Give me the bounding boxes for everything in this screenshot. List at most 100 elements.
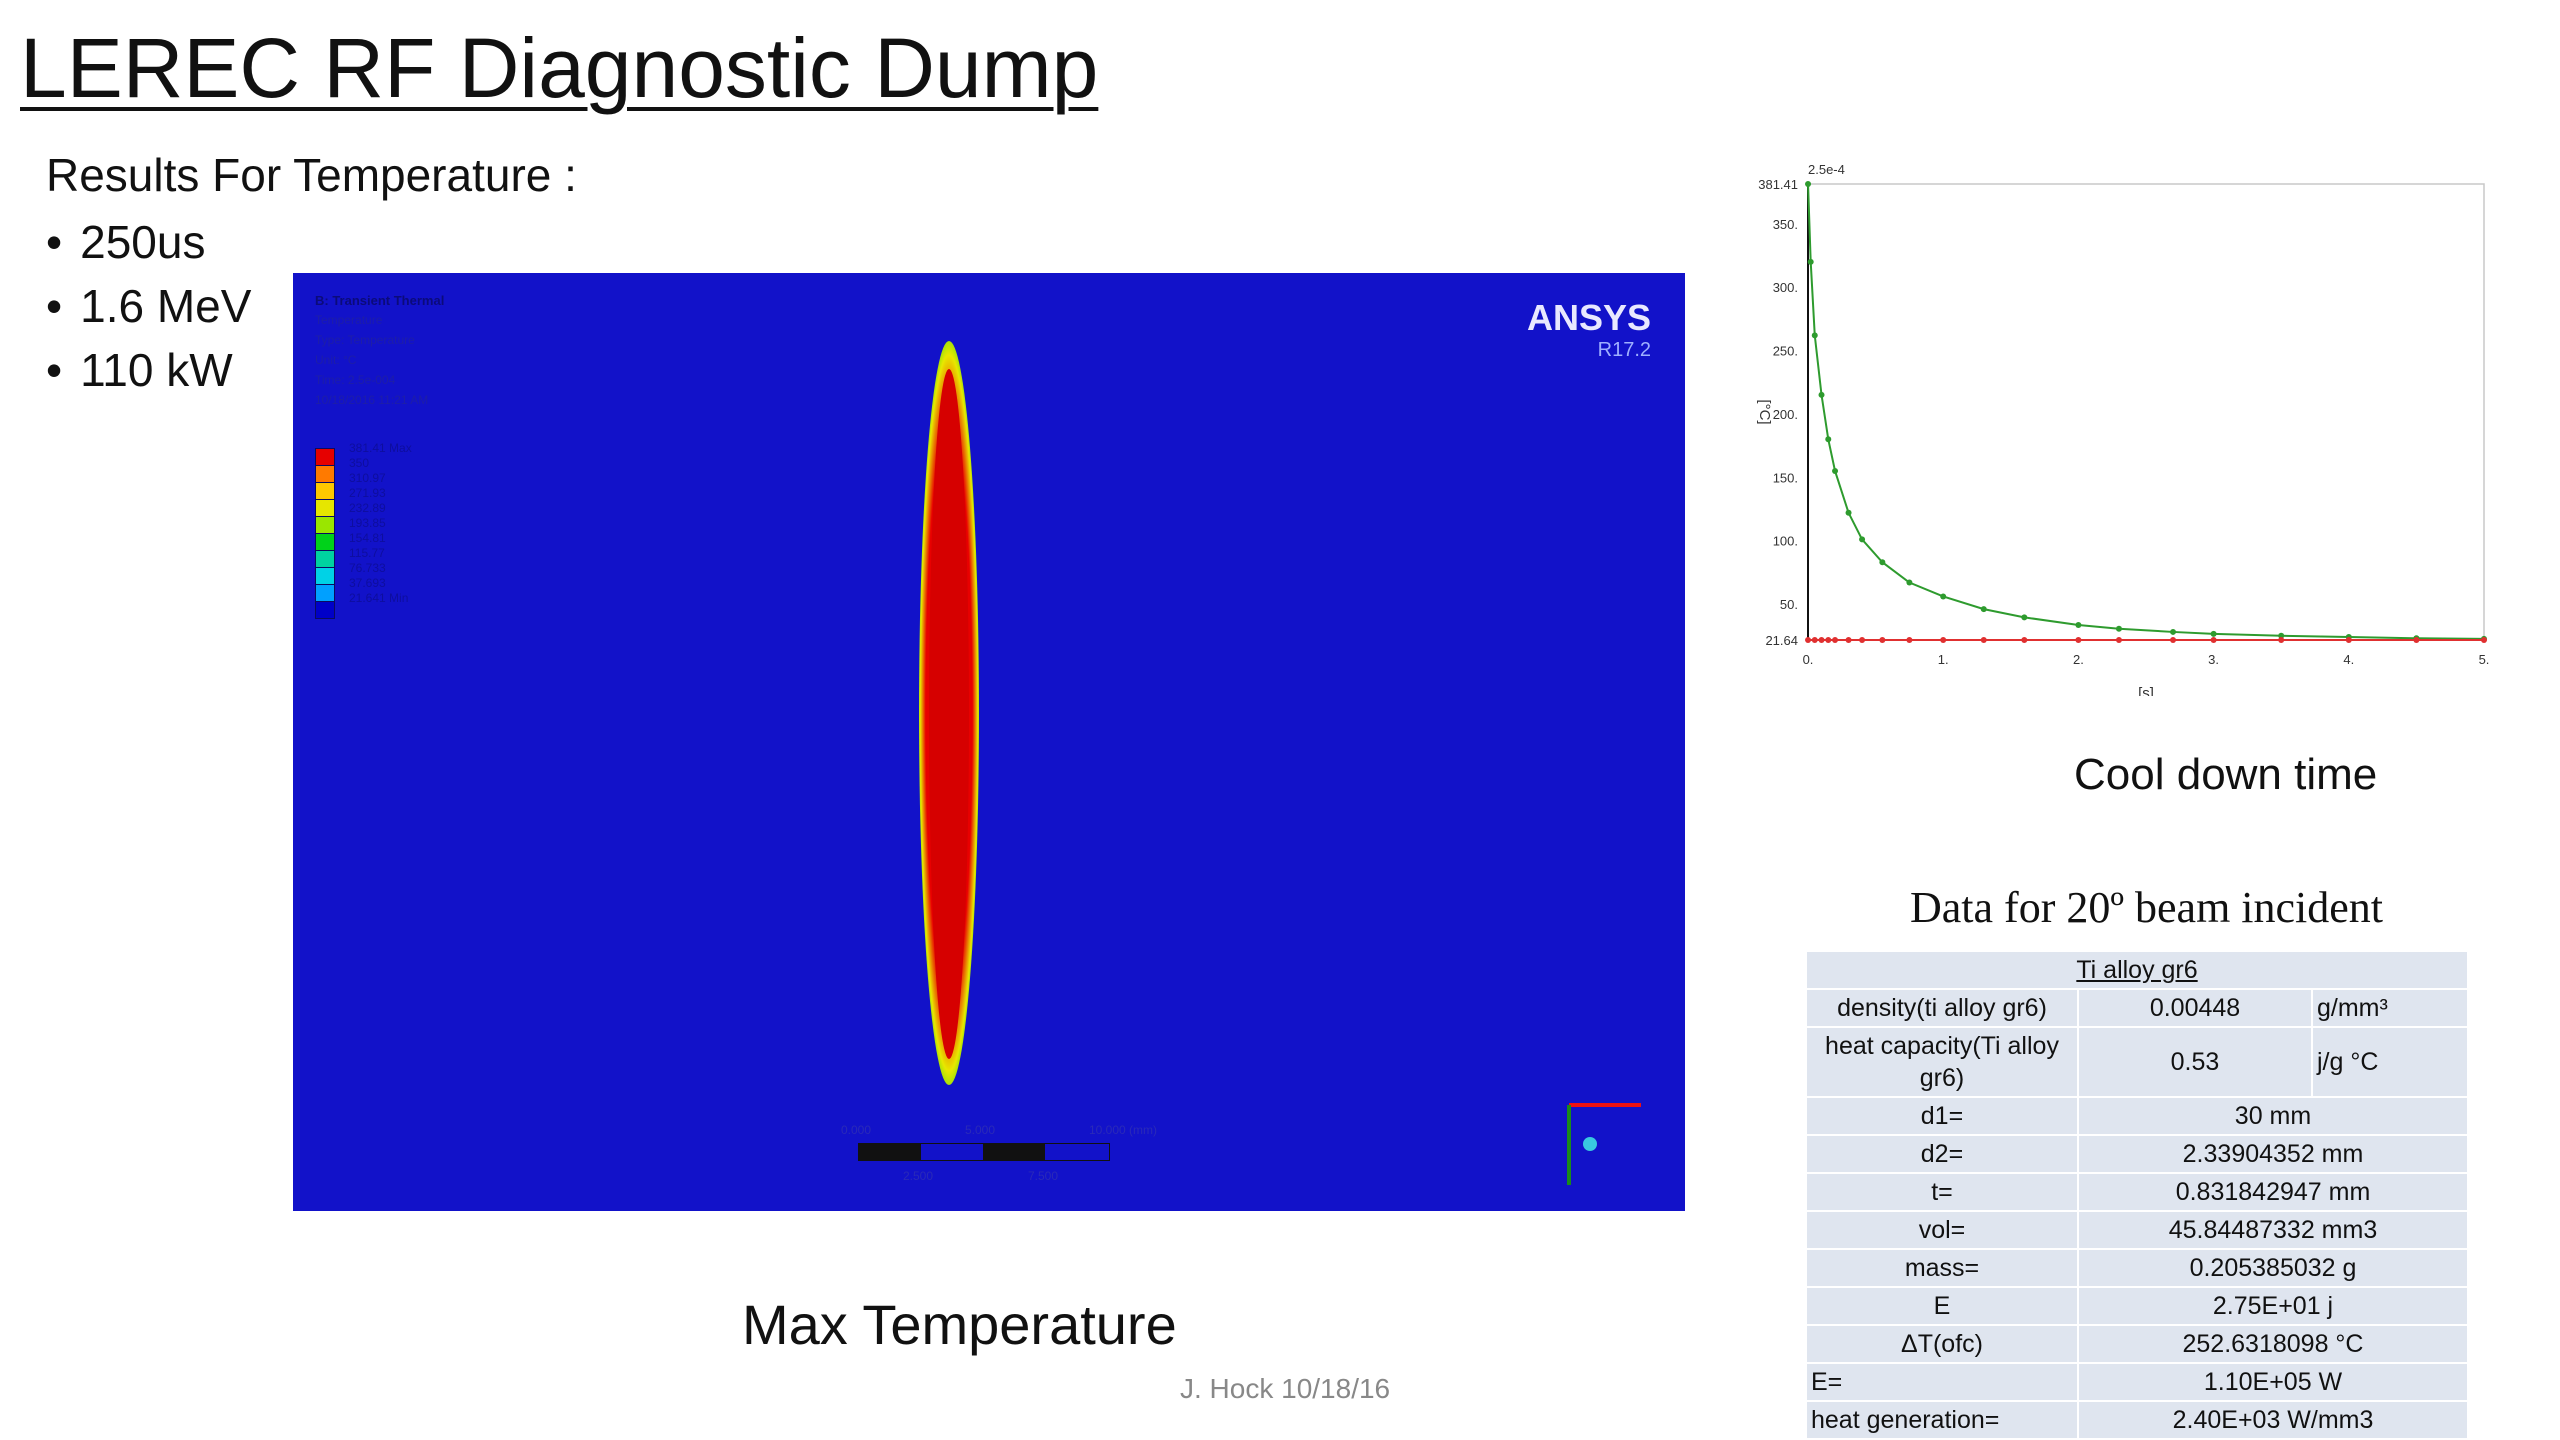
scale-label-1: 5.000 <box>965 1123 996 1137</box>
legend-swatch <box>315 567 335 585</box>
axis-triad-y <box>1567 1105 1571 1185</box>
y-tick-label: 200. <box>1773 407 1798 422</box>
bullet-power: 110 kW <box>46 338 251 402</box>
y-tick-label: 50. <box>1780 597 1798 612</box>
legend-swatch <box>315 465 335 483</box>
row-label: ΔT(ofc) <box>1805 1324 2079 1364</box>
table-row: heat capacity(Ti alloy gr6) 0.53 j/g °C <box>1805 1026 2469 1098</box>
row-label: vol= <box>1805 1210 2079 1250</box>
data-point <box>2021 614 2028 621</box>
row-value: 0.205385032 g <box>2077 1248 2469 1288</box>
data-point <box>1825 436 1832 443</box>
sim-subheader-4: 10/18/2016 11:21 AM <box>315 393 429 407</box>
material-data-table: Ti alloy gr6 density(ti alloy gr6) 0.00448… <box>1805 950 2469 1440</box>
row-unit: g/mm³ <box>2311 988 2469 1028</box>
data-point <box>1825 637 1832 643</box>
sim-subheader-2: Unit: °C <box>315 353 357 367</box>
y-tick-label: 350. <box>1773 217 1798 232</box>
row-label: mass= <box>1805 1248 2079 1288</box>
legend-label: 381.41 Max <box>349 441 412 455</box>
data-point <box>2278 632 2285 639</box>
legend-label: 310.97 <box>349 471 386 485</box>
data-point <box>1811 332 1818 339</box>
legend-swatch <box>315 533 335 551</box>
data-point <box>1811 637 1818 643</box>
data-point <box>2021 637 2028 643</box>
hotspot-core <box>929 369 969 1059</box>
row-label: heat capacity(Ti alloy gr6) <box>1805 1026 2079 1098</box>
results-bullets: 250us 1.6 MeV 110 kW <box>46 210 251 402</box>
row-value: 2.40E+03 W/mm3 <box>2077 1400 2469 1440</box>
row-value: 2.33904352 mm <box>2077 1134 2469 1174</box>
row-label: d1= <box>1805 1096 2079 1136</box>
cooldown-chart: 0. 1. 2. 3. 4. 5. 21.64 50. 100. 150. 200. 250. 300.… <box>1756 162 2490 696</box>
legend-label: 115.77 <box>349 546 385 560</box>
x-tick-label: 4. <box>2343 652 2354 667</box>
x-axis-label: [s] <box>2138 685 2154 696</box>
row-value: 0.831842947 mm <box>2077 1172 2469 1212</box>
y-axis-label: [°C] <box>1756 399 1773 424</box>
data-point <box>1879 559 1886 566</box>
legend-swatch <box>315 499 335 517</box>
data-point <box>1818 391 1825 398</box>
table-row: t= 0.831842947 mm <box>1805 1172 2469 1212</box>
data-point <box>1805 637 1812 643</box>
sim-subheader-1: Type: Temperature <box>315 333 415 347</box>
temperature-simulation: B: Transient Thermal Temperature Type: T… <box>293 273 1685 1211</box>
legend-label: 76.733 <box>349 561 386 575</box>
row-label: E= <box>1805 1362 2079 1402</box>
color-legend <box>315 448 335 619</box>
row-unit: j/g °C <box>2311 1026 2469 1098</box>
author-credit: J. Hock 10/18/16 <box>1180 1373 1391 1404</box>
data-point <box>1906 579 1913 586</box>
data-point <box>1980 606 1987 613</box>
row-value: 0.53 <box>2077 1026 2313 1098</box>
legend-label: 37.693 <box>349 576 386 590</box>
sim-subheader-3: Time: 2.5e-004 <box>315 373 396 387</box>
table-row: E= 1.10E+05 W <box>1805 1362 2469 1402</box>
data-point <box>2413 637 2420 643</box>
axis-triad-x <box>1569 1103 1641 1107</box>
page-title: LEREC RF Diagnostic Dump <box>20 21 1099 115</box>
table-header: Ti alloy gr6 <box>1805 950 2469 990</box>
bullet-duration: 250us <box>46 210 251 274</box>
row-value: 1.10E+05 W <box>2077 1362 2469 1402</box>
table-title: Data for 20º beam incident <box>1910 883 2384 932</box>
legend-label: 21.641 Min <box>349 591 409 605</box>
ansys-version: R17.2 <box>1597 339 1651 361</box>
table-row: ΔT(ofc) 252.6318098 °C <box>1805 1324 2469 1364</box>
scale-bar <box>858 1143 1110 1161</box>
table-header-row: Ti alloy gr6 <box>1805 950 2469 990</box>
x-tick-label: 2. <box>2073 652 2084 667</box>
legend-swatch <box>315 550 335 568</box>
data-point <box>1818 637 1825 643</box>
data-point <box>1832 467 1839 474</box>
max-temperature-caption: Max Temperature <box>742 1293 1177 1356</box>
legend-label: 154.81 <box>349 531 386 545</box>
ansys-logo: ANSYS <box>1526 297 1651 338</box>
y-tick-label: 21.64 <box>1765 633 1798 648</box>
data-point <box>1940 593 1947 600</box>
scale-label-0: 0.000 <box>841 1123 872 1137</box>
y-tick-label: 250. <box>1773 344 1798 359</box>
data-point <box>1980 637 1987 643</box>
time-marker-label: 2.5e-4 <box>1808 162 1845 177</box>
row-value: 0.00448 <box>2077 988 2313 1028</box>
legend-swatch <box>315 482 335 500</box>
row-label: t= <box>1805 1172 2079 1212</box>
plot-area <box>1807 183 2485 641</box>
bullet-energy: 1.6 MeV <box>46 274 251 338</box>
axis-triad-origin <box>1583 1137 1597 1151</box>
table-row: mass= 0.205385032 g <box>1805 1248 2469 1288</box>
data-point <box>1940 637 1947 643</box>
legend-swatch <box>315 448 335 466</box>
table-row: d1= 30 mm <box>1805 1096 2469 1136</box>
data-point <box>2115 625 2122 632</box>
legend-label: 232.89 <box>349 501 386 515</box>
x-tick-label: 5. <box>2479 652 2490 667</box>
row-label: E <box>1805 1286 2079 1326</box>
data-point <box>1859 637 1866 643</box>
data-point <box>2278 637 2285 643</box>
legend-swatch <box>315 516 335 534</box>
legend-label: 350 <box>349 456 370 470</box>
